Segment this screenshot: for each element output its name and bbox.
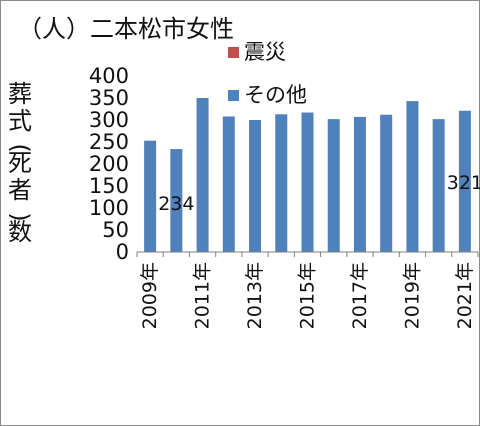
- y-axis-label: 葬式 (死者)数: [6, 80, 34, 246]
- legend-label: その他: [244, 83, 307, 107]
- legend-label: 震災: [244, 40, 286, 64]
- x-tick-label: 2017年: [349, 262, 371, 329]
- x-tick-label: 2009年: [139, 262, 161, 329]
- bar-2012年: [222, 116, 235, 252]
- y-tick-label: 250: [89, 130, 129, 154]
- bar-2011年: [196, 98, 209, 252]
- y-tick-label: 400: [89, 64, 129, 88]
- y-tick-label: 100: [89, 196, 129, 220]
- y-axis-label-char: 葬: [8, 80, 32, 108]
- y-axis-label-char: 数: [8, 218, 32, 246]
- bar-2021年: [458, 110, 471, 252]
- data-label: 321: [447, 172, 480, 194]
- x-tick-label: 2011年: [192, 262, 214, 329]
- bar-2017年: [353, 116, 366, 252]
- y-tick-label: 300: [89, 108, 129, 132]
- data-labels: 234 321: [158, 172, 480, 215]
- y-axis-label-char: ): [6, 212, 34, 221]
- bar-2010年: [170, 149, 183, 252]
- bar-2019年: [406, 101, 419, 252]
- y-tick-label: 0: [116, 240, 129, 264]
- x-tick-label: 2021年: [454, 262, 476, 329]
- y-axis-label-char: (: [6, 143, 34, 152]
- bar-2020年: [432, 119, 445, 253]
- x-axis-ticks: 2009年 2011年 2013年 2015年 2017年 2019年 2021年: [139, 262, 476, 329]
- y-tick-label: 200: [89, 152, 129, 176]
- x-tick-label: 2019年: [401, 262, 423, 329]
- bar-2014年: [275, 114, 288, 252]
- bars: [144, 98, 471, 253]
- y-axis-label-char: 式: [8, 107, 32, 135]
- legend-swatch: [228, 47, 239, 58]
- bar-2009年: [144, 140, 157, 252]
- chart-title: （人）二本松市女性: [18, 15, 234, 43]
- y-tick-label: 50: [102, 218, 129, 242]
- y-tick-label: 350: [89, 86, 129, 110]
- y-axis-label-char: 者: [8, 176, 32, 204]
- x-tick-label: 2013年: [244, 262, 266, 329]
- y-axis-label-char: 死: [8, 149, 32, 177]
- x-tick-label: 2015年: [297, 262, 319, 329]
- bar-2013年: [249, 120, 262, 252]
- y-tick-label: 150: [89, 174, 129, 198]
- bar-2015年: [301, 112, 314, 253]
- bar-2018年: [380, 114, 393, 252]
- axes: [136, 251, 479, 257]
- legend-swatch: [228, 90, 239, 101]
- bar-2016年: [327, 119, 340, 253]
- data-label: 234: [158, 193, 194, 215]
